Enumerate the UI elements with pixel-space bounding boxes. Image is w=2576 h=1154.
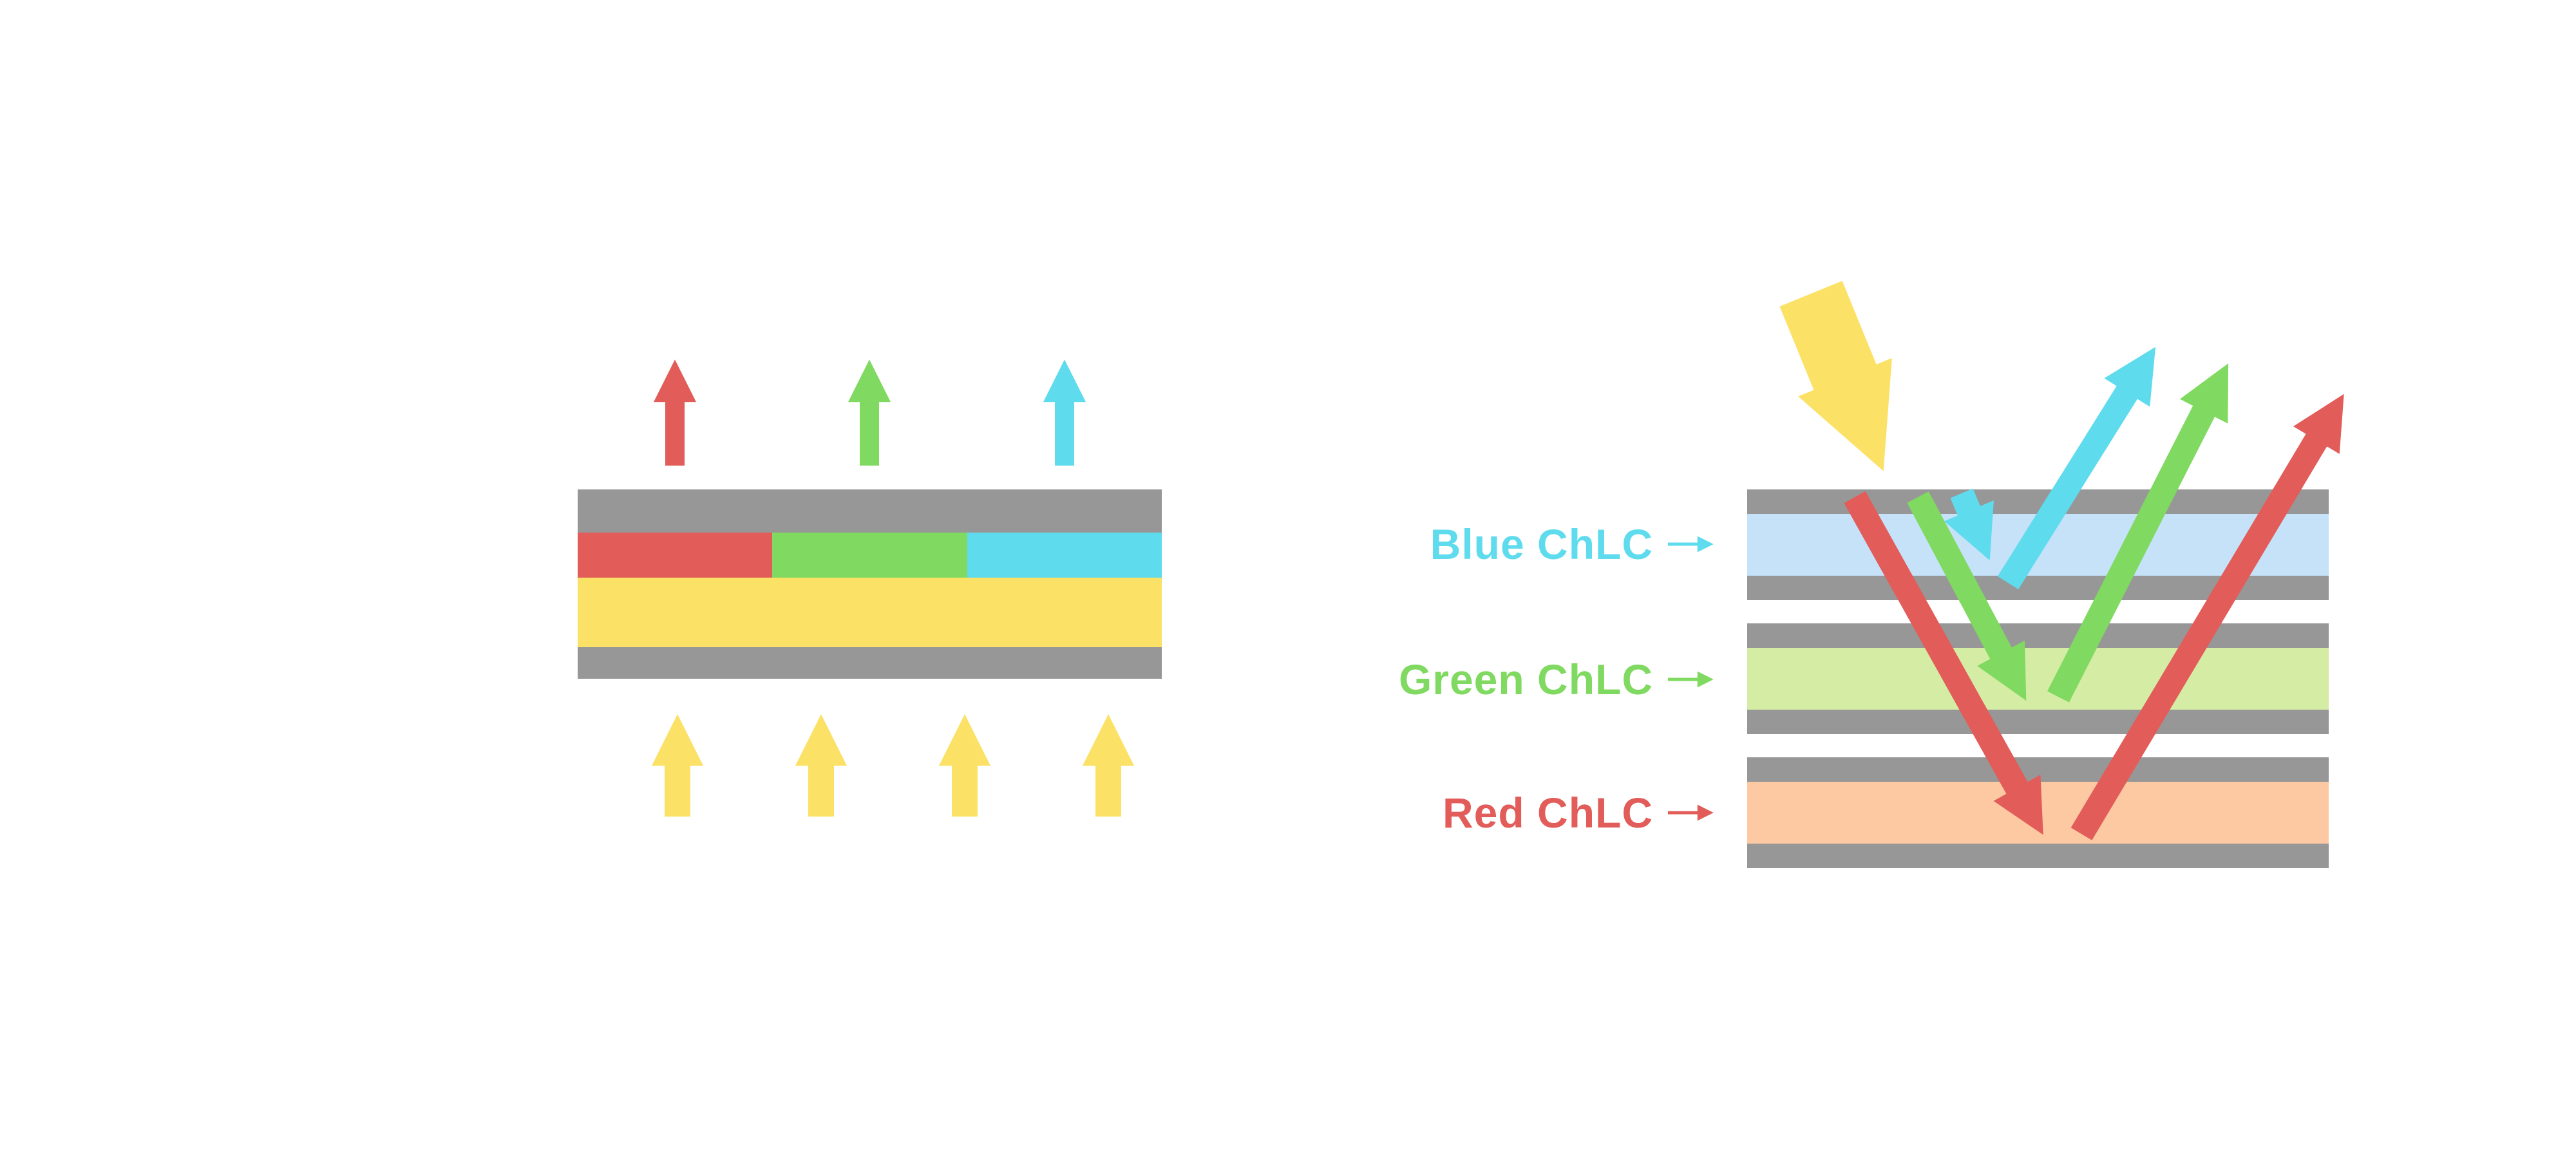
red-chlc-label: Red ChLC [1443, 789, 1653, 837]
substrate-bar [1747, 489, 2329, 514]
red-filter-segment [578, 533, 773, 578]
substrate-bar [1747, 576, 2329, 600]
incident-light-arrow-icon [1779, 281, 1892, 471]
blue-chlc-layer-group [1747, 489, 2329, 600]
green-filter-segment [772, 533, 967, 578]
blue-chlc-layer [1747, 514, 2329, 576]
green-chlc-label: Green ChLC [1398, 656, 1653, 703]
substrate-bar [1747, 710, 2329, 734]
blue-chlc-label: Blue ChLC [1430, 520, 1653, 568]
rgb-filter-row [578, 533, 1162, 578]
green-chlc-layer-group [1747, 623, 2329, 734]
bottom-substrate-layer [578, 647, 1162, 679]
blue-filter-segment [967, 533, 1162, 578]
substrate-bar [1747, 844, 2329, 868]
red-chlc-layer [1747, 782, 2329, 844]
backlight-layer [578, 578, 1162, 647]
backlit-display-stack [578, 489, 1162, 679]
substrate-bar [1747, 623, 2329, 648]
substrate-bar [1747, 757, 2329, 782]
top-substrate-layer [578, 489, 1162, 533]
green-chlc-layer [1747, 648, 2329, 710]
red-chlc-layer-group [1747, 757, 2329, 868]
